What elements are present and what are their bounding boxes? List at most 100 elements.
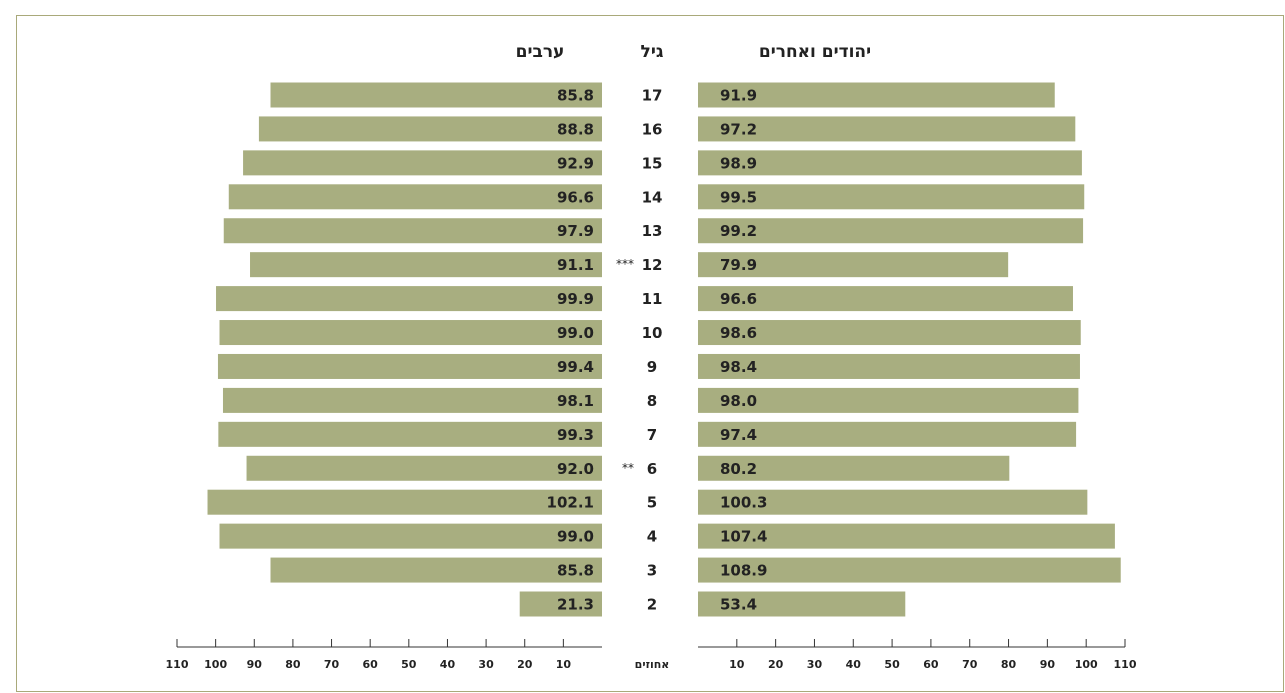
x-tick-label: 80 (285, 658, 301, 671)
bar (207, 489, 603, 515)
category-label: 9 (647, 358, 657, 376)
bar (219, 320, 602, 346)
data-label: 98.4 (720, 358, 757, 376)
category-label: 7 (647, 426, 657, 444)
data-label: 97.4 (720, 426, 757, 444)
x-tick-label: 60 (363, 658, 379, 671)
data-label: 102.1 (547, 494, 594, 512)
bar (698, 218, 1084, 244)
bar (216, 286, 603, 312)
x-tick-label: 100 (204, 658, 227, 671)
bar (698, 489, 1088, 515)
data-label: 99.3 (557, 426, 594, 444)
data-label: 99.2 (720, 222, 757, 240)
data-label: 85.8 (557, 562, 594, 580)
data-label: 99.0 (557, 528, 594, 546)
series-header: יהודים ואחרים (759, 42, 871, 62)
x-tick-label: 20 (517, 658, 533, 671)
bar (217, 353, 603, 379)
frame (16, 15, 1284, 692)
category-header: גיל (641, 42, 664, 62)
bar (698, 591, 906, 617)
category-label: 14 (642, 188, 663, 206)
bar (698, 320, 1081, 346)
data-label: 100.3 (720, 494, 767, 512)
data-label: 98.1 (557, 392, 594, 410)
bar (519, 591, 602, 617)
bar (698, 353, 1080, 379)
x-tick-label: 90 (1040, 658, 1056, 671)
category-label: 11 (642, 290, 663, 308)
data-label: 53.4 (720, 596, 757, 614)
category-label: 6 (647, 460, 657, 478)
data-label: 96.6 (720, 290, 757, 308)
x-tick-label: 50 (884, 658, 900, 671)
data-label: 21.3 (557, 596, 594, 614)
bar (223, 218, 602, 244)
data-label: 98.0 (720, 392, 757, 410)
data-label: 107.4 (720, 528, 767, 546)
bar (698, 116, 1076, 142)
category-label: 4 (647, 528, 657, 546)
data-label: 99.9 (557, 290, 594, 308)
series-header: ערבים (516, 42, 565, 62)
bar (243, 150, 602, 176)
bar (698, 421, 1077, 447)
category-label: 15 (642, 154, 663, 172)
x-axis-label: אחוזים (635, 658, 670, 671)
x-tick-label: 10 (729, 658, 745, 671)
data-label: 91.9 (720, 87, 757, 105)
data-label: 99.0 (557, 324, 594, 342)
x-tick-label: 40 (440, 658, 456, 671)
data-label: 108.9 (720, 562, 767, 580)
x-tick-label: 70 (962, 658, 978, 671)
bar (698, 150, 1082, 176)
bar (250, 252, 603, 278)
bar (246, 455, 602, 481)
bar (218, 421, 602, 447)
category-mark: *** (616, 257, 634, 271)
bar (222, 387, 602, 413)
data-label: 92.9 (557, 154, 594, 172)
category-label: 8 (647, 392, 657, 410)
bar (698, 184, 1085, 210)
bar (258, 116, 602, 142)
bar (698, 523, 1115, 549)
x-tick-label: 110 (166, 658, 189, 671)
data-label: 97.9 (557, 222, 594, 240)
x-tick-label: 110 (1114, 658, 1137, 671)
bar (698, 557, 1121, 583)
data-label: 98.6 (720, 324, 757, 342)
category-label: 3 (647, 562, 657, 580)
data-label: 79.9 (720, 256, 757, 274)
x-tick-label: 30 (807, 658, 823, 671)
x-tick-label: 20 (768, 658, 784, 671)
category-label: 17 (642, 87, 663, 105)
x-tick-label: 80 (1001, 658, 1017, 671)
bar (698, 252, 1009, 278)
x-tick-label: 60 (923, 658, 939, 671)
category-mark: ** (622, 461, 634, 475)
data-label: 92.0 (557, 460, 594, 478)
bar (270, 82, 602, 108)
bar (270, 557, 602, 583)
data-label: 85.8 (557, 87, 594, 105)
data-label: 99.4 (557, 358, 594, 376)
data-label: 99.5 (720, 188, 757, 206)
data-label: 97.2 (720, 120, 757, 138)
category-label: 10 (642, 324, 663, 342)
category-label: 2 (647, 596, 657, 614)
bar (698, 82, 1055, 108)
bar (219, 523, 602, 549)
category-label: 12 (642, 256, 663, 274)
data-label: 98.9 (720, 154, 757, 172)
x-tick-label: 30 (478, 658, 494, 671)
category-label: 13 (642, 222, 663, 240)
data-label: 88.8 (557, 120, 594, 138)
data-label: 96.6 (557, 188, 594, 206)
x-tick-label: 100 (1075, 658, 1098, 671)
x-tick-label: 40 (846, 658, 862, 671)
bar (228, 184, 603, 210)
x-tick-label: 10 (556, 658, 572, 671)
